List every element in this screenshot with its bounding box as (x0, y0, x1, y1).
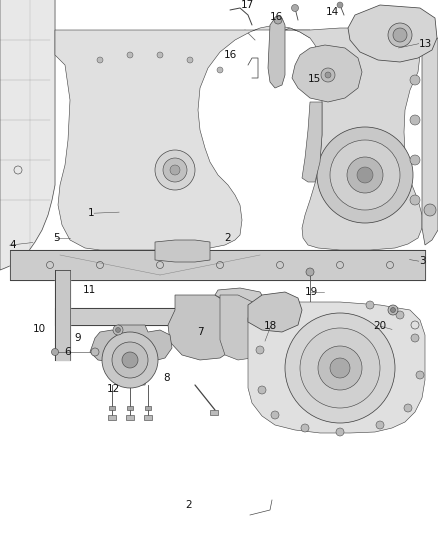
Text: 14: 14 (326, 7, 339, 17)
Polygon shape (248, 302, 425, 433)
Circle shape (404, 404, 412, 412)
Circle shape (52, 349, 59, 356)
Circle shape (187, 57, 193, 63)
Circle shape (116, 327, 120, 333)
Text: 13: 13 (419, 39, 432, 49)
Polygon shape (248, 292, 302, 332)
Circle shape (170, 165, 180, 175)
Circle shape (337, 2, 343, 8)
Circle shape (155, 150, 195, 190)
Circle shape (347, 157, 383, 193)
Text: 1: 1 (88, 208, 94, 218)
Polygon shape (285, 28, 422, 250)
Text: 11: 11 (83, 286, 96, 295)
Bar (108, 415, 116, 420)
Circle shape (424, 204, 436, 216)
Circle shape (325, 72, 331, 78)
Text: 9: 9 (74, 334, 81, 343)
Bar (210, 410, 218, 415)
Circle shape (258, 386, 266, 394)
Circle shape (292, 4, 299, 12)
Text: 20: 20 (374, 321, 387, 331)
Circle shape (330, 358, 350, 378)
Circle shape (157, 52, 163, 58)
Polygon shape (155, 240, 210, 262)
Circle shape (366, 301, 374, 309)
Circle shape (91, 348, 99, 356)
Text: 15: 15 (308, 74, 321, 84)
Circle shape (376, 421, 384, 429)
Circle shape (410, 155, 420, 165)
Text: 4: 4 (10, 240, 16, 250)
Circle shape (306, 268, 314, 276)
Circle shape (256, 346, 264, 354)
Circle shape (391, 308, 396, 312)
Circle shape (113, 325, 123, 335)
Polygon shape (168, 295, 240, 360)
Circle shape (217, 67, 223, 73)
Text: 19: 19 (304, 287, 318, 297)
Circle shape (271, 411, 279, 419)
Text: 2: 2 (224, 233, 231, 243)
Circle shape (112, 342, 148, 378)
Bar (126, 415, 134, 420)
Circle shape (388, 305, 398, 315)
Bar (144, 415, 152, 420)
Circle shape (336, 428, 344, 436)
Text: 8: 8 (163, 374, 170, 383)
Text: 16: 16 (223, 50, 237, 60)
Polygon shape (292, 45, 362, 102)
Circle shape (411, 334, 419, 342)
Bar (109, 406, 115, 410)
Circle shape (266, 316, 274, 324)
Polygon shape (215, 288, 265, 308)
Circle shape (300, 328, 380, 408)
Polygon shape (90, 325, 172, 385)
Text: 16: 16 (269, 12, 283, 22)
Circle shape (274, 16, 282, 24)
Polygon shape (302, 102, 322, 182)
Circle shape (301, 424, 309, 432)
Circle shape (410, 75, 420, 85)
Polygon shape (422, 38, 438, 245)
Polygon shape (268, 18, 285, 88)
Polygon shape (220, 295, 265, 360)
Circle shape (97, 57, 103, 63)
Circle shape (317, 127, 413, 223)
Circle shape (127, 52, 133, 58)
Circle shape (357, 167, 373, 183)
Polygon shape (348, 5, 437, 62)
Circle shape (388, 23, 412, 47)
Text: 6: 6 (64, 347, 71, 357)
Circle shape (396, 311, 404, 319)
Text: 17: 17 (241, 1, 254, 10)
Text: 18: 18 (264, 321, 277, 331)
Polygon shape (0, 0, 55, 270)
Bar (127, 406, 133, 410)
Text: 3: 3 (419, 256, 425, 266)
Circle shape (285, 313, 395, 423)
Polygon shape (55, 26, 310, 250)
Bar (145, 406, 151, 410)
Text: 7: 7 (197, 327, 204, 336)
Text: 5: 5 (53, 233, 60, 243)
Circle shape (321, 68, 335, 82)
Circle shape (410, 115, 420, 125)
Circle shape (330, 140, 400, 210)
Text: 10: 10 (33, 325, 46, 334)
Circle shape (416, 371, 424, 379)
Text: 12: 12 (106, 384, 120, 394)
Circle shape (163, 158, 187, 182)
Circle shape (393, 28, 407, 42)
Circle shape (318, 346, 362, 390)
Circle shape (410, 195, 420, 205)
Text: 2: 2 (185, 500, 192, 510)
Circle shape (122, 352, 138, 368)
Circle shape (102, 332, 158, 388)
